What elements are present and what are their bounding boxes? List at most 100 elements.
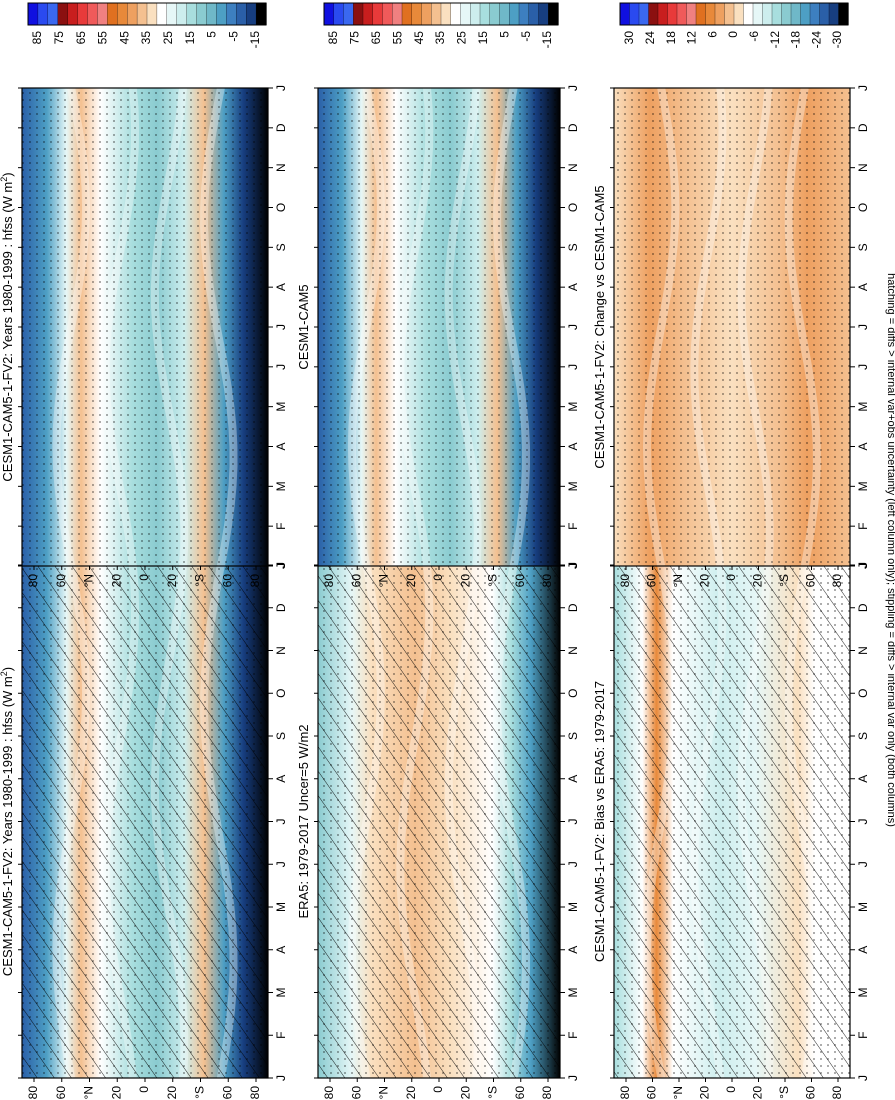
month-label: M — [274, 402, 288, 412]
stippling-overlay — [318, 88, 560, 566]
month-label: A — [566, 283, 580, 291]
colorbar-swatch — [657, 2, 669, 26]
colorbar-label: -15 — [540, 31, 554, 49]
month-label: J — [856, 819, 870, 825]
colorbar-swatch — [733, 2, 745, 26]
colorbar-swatch — [629, 2, 640, 26]
lat-label: °N — [671, 1086, 685, 1099]
colorbar-label: 55 — [96, 31, 110, 45]
month-label: A — [274, 775, 288, 783]
colorbar-swatch — [216, 2, 227, 26]
colorbar-swatch — [226, 2, 237, 26]
lat-label: 20 — [698, 1086, 712, 1100]
title-superscript: 2 — [0, 671, 9, 676]
month-label: A — [274, 442, 288, 450]
lat-label: °N — [82, 574, 96, 587]
colorbar-swatch — [353, 2, 364, 26]
colorbar-swatch — [77, 2, 89, 26]
lat-label: °N — [377, 1086, 391, 1099]
colorbar-swatch — [460, 2, 471, 26]
colorbar-label: -18 — [789, 31, 803, 49]
month-label: A — [566, 946, 580, 954]
lat-label: 20 — [751, 1086, 765, 1100]
colorbar-swatch — [705, 2, 716, 26]
lat-label: 0 — [431, 1086, 445, 1093]
colorbar-swatch — [411, 2, 423, 26]
lat-label: 80 — [830, 1086, 844, 1100]
hatching-overlay — [614, 565, 850, 1078]
colorbar-swatch — [255, 2, 267, 26]
colorbar-swatch — [440, 2, 452, 26]
panel-title: CESM1-CAM5-1-FV2: Years 1980-1999 : hfss… — [0, 172, 15, 481]
colorbar-label: 55 — [390, 31, 404, 45]
lat-label: 20 — [458, 574, 472, 588]
lat-label: °S — [193, 1086, 207, 1099]
month-label: J — [566, 324, 580, 330]
month-label: N — [566, 646, 580, 655]
month-label: N — [274, 646, 288, 655]
colorbar-swatch — [762, 2, 773, 26]
lat-label: 20 — [751, 574, 765, 588]
colorbar-label: 15 — [476, 31, 490, 45]
panel-4: J F M A M J J A S O N D J 80 60 °N 20 0 20 °S 60 80 CESM1-CAM5… — [296, 2, 580, 588]
lat-label: 60 — [349, 1086, 363, 1100]
lat-label: 0 — [431, 574, 445, 581]
lat-label: °N — [671, 574, 685, 587]
colorbar-swatch — [246, 2, 257, 26]
month-label: J — [274, 85, 288, 91]
colorbar-label: 25 — [455, 31, 469, 45]
lat-label: 0 — [724, 1086, 738, 1093]
month-label: J — [856, 324, 870, 330]
month-label: J — [274, 563, 288, 569]
lat-label: 20 — [698, 574, 712, 588]
colorbar-swatch — [37, 2, 49, 26]
month-label: J — [856, 85, 870, 91]
panel-3: J F M A M J J A S O N D J 80 60 °N 20 0 20 °S 60 80 ERA5: 1979… — [296, 479, 580, 1100]
colorbar-swatch — [372, 2, 384, 26]
month-label: J — [566, 562, 580, 568]
title-superscript: 2 — [0, 177, 9, 182]
month-label: S — [856, 732, 870, 740]
month-label: D — [566, 123, 580, 132]
lat-label: 60 — [349, 574, 363, 588]
colorbar-swatch — [771, 2, 783, 26]
lat-label: °S — [777, 574, 791, 587]
panel-title: CESM1-CAM5 — [296, 284, 311, 369]
month-label: A — [856, 946, 870, 954]
colorbar-swatch — [828, 2, 840, 26]
lat-label: 20 — [165, 574, 179, 588]
month-label: A — [856, 775, 870, 783]
colorbar-swatch — [107, 2, 118, 26]
lat-label: 80 — [26, 574, 40, 588]
colorbar-swatch — [619, 2, 631, 26]
lat-label: 20 — [165, 1086, 179, 1100]
lat-label: 80 — [322, 1086, 336, 1100]
colorbar-swatch — [236, 2, 247, 26]
colorbar-swatch — [781, 2, 792, 26]
month-label: N — [274, 163, 288, 172]
month-label: J — [274, 819, 288, 825]
colorbar-swatch — [27, 2, 39, 26]
colorbar-swatch — [638, 2, 650, 26]
month-label: F — [274, 1032, 288, 1039]
title-close: ) — [0, 667, 15, 671]
colorbar-swatch — [362, 2, 374, 26]
month-label: F — [566, 522, 580, 529]
lat-label: 80 — [248, 574, 262, 588]
lat-label: 80 — [540, 574, 554, 588]
colorbar-swatch — [667, 2, 678, 26]
colorbar-swatch — [743, 2, 754, 26]
lat-label: 20 — [109, 574, 123, 588]
colorbar-label: -12 — [768, 31, 782, 49]
panel-title: CESM1-CAM5-1-FV2: Years 1980-1999 : hfss… — [0, 667, 15, 976]
colorbar-label: 65 — [74, 31, 88, 45]
colorbar-swatch — [343, 2, 354, 26]
lat-label: 60 — [220, 1086, 234, 1100]
month-label: A — [856, 442, 870, 450]
month-label: N — [856, 163, 870, 172]
colorbar-swatch — [87, 2, 99, 26]
